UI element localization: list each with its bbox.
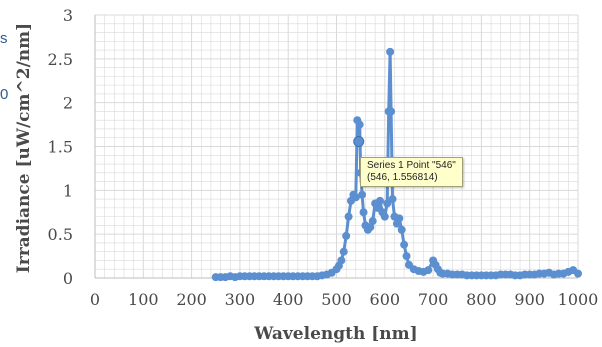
data-point[interactable] xyxy=(386,47,395,56)
y-tick-label: 2 xyxy=(63,94,73,113)
data-point[interactable] xyxy=(388,195,397,204)
data-point[interactable] xyxy=(400,240,409,249)
cropped-edge-text: 0 xyxy=(0,86,9,103)
axes: 0 100 200 300 400 500 600 700 800 900 1000 0 0.5 1 1.5… xyxy=(48,6,599,309)
tooltip-point-value: (546, 1.556814) xyxy=(367,172,438,183)
data-point[interactable] xyxy=(359,208,368,217)
data-point[interactable] xyxy=(366,223,375,232)
x-tick-label: 300 xyxy=(225,290,256,309)
x-tick-label: 800 xyxy=(466,290,497,309)
x-tick-label: 600 xyxy=(370,290,401,309)
data-point[interactable] xyxy=(574,269,582,278)
tooltip-series-label: Series 1 Point "546" xyxy=(367,160,456,171)
data-point[interactable] xyxy=(337,256,346,265)
data-point[interactable] xyxy=(395,214,404,223)
y-tick-label: 3 xyxy=(63,6,73,25)
x-tick-label: 100 xyxy=(128,290,159,309)
data-point[interactable] xyxy=(375,196,384,205)
highlighted-data-point[interactable] xyxy=(353,136,365,148)
x-tick-label: 700 xyxy=(418,290,449,309)
data-point[interactable] xyxy=(424,266,433,275)
x-axis-label: Wavelength [nm] xyxy=(254,324,418,344)
x-tick-label: 0 xyxy=(90,290,100,309)
y-tick-label: 1.5 xyxy=(48,138,73,157)
data-point[interactable] xyxy=(351,193,360,202)
y-tick-label: 0 xyxy=(63,269,73,288)
data-point[interactable] xyxy=(342,231,351,240)
x-tick-label: 500 xyxy=(321,290,352,309)
y-axis-label: Irradiance [uW/cm^2/nm] xyxy=(14,22,34,274)
y-tick-label: 1 xyxy=(63,181,73,200)
data-point[interactable] xyxy=(358,190,367,199)
data-point[interactable] xyxy=(344,212,353,221)
x-tick-label: 1000 xyxy=(558,290,599,309)
y-tick-label: 0.5 xyxy=(48,225,73,244)
data-point[interactable] xyxy=(355,120,364,129)
data-point[interactable] xyxy=(383,199,392,208)
data-point[interactable] xyxy=(368,217,377,226)
y-tick-label: 2.5 xyxy=(48,50,73,69)
data-point[interactable] xyxy=(380,212,389,221)
cropped-edge-text: s xyxy=(0,30,8,47)
data-point[interactable] xyxy=(339,247,348,256)
data-point-tooltip: Series 1 Point "546" (546, 1.556814) xyxy=(360,157,463,187)
x-tick-label: 900 xyxy=(514,290,545,309)
data-point[interactable] xyxy=(387,107,396,116)
x-tick-label: 400 xyxy=(273,290,304,309)
data-point[interactable] xyxy=(397,225,406,234)
data-point[interactable] xyxy=(402,252,411,261)
grid xyxy=(94,14,579,279)
series-1[interactable] xyxy=(211,47,582,282)
x-tick-label: 200 xyxy=(176,290,207,309)
